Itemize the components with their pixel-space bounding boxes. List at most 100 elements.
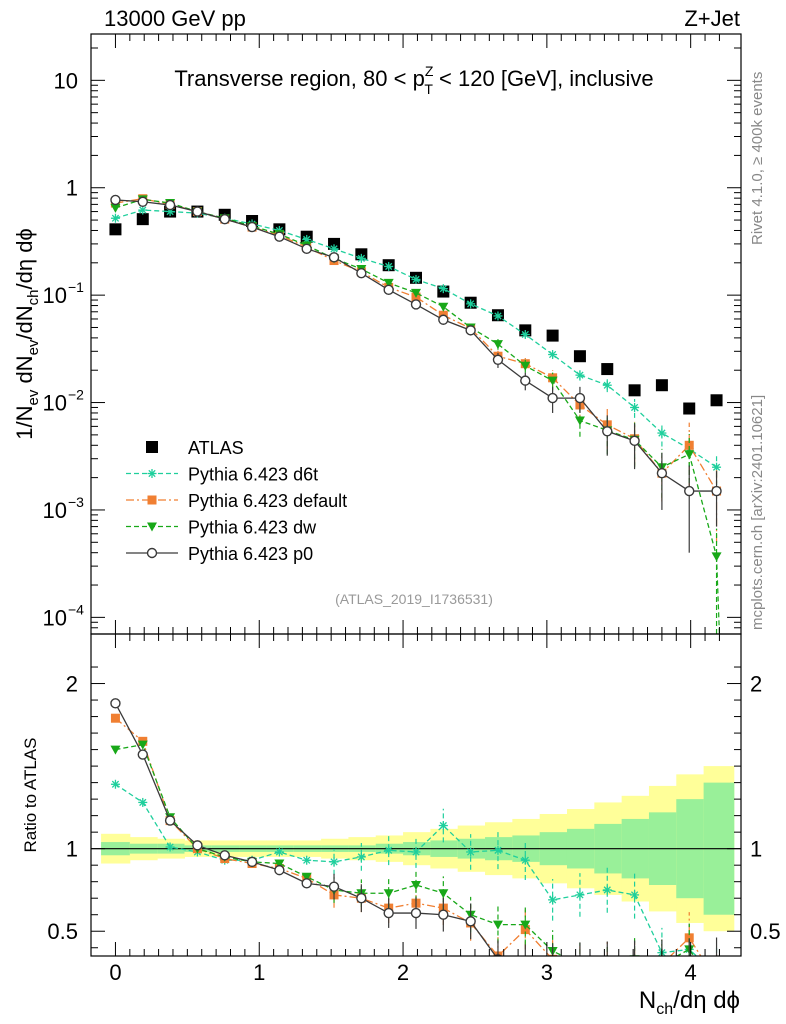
- data-point: [574, 416, 585, 426]
- ratio-point: [657, 960, 667, 969]
- ratio-y-tick-label: 0.5: [47, 919, 78, 944]
- ratio-point: [274, 859, 285, 869]
- data-point: [683, 402, 696, 415]
- data-point: [492, 340, 503, 350]
- data-point: [383, 278, 394, 288]
- data-point: [465, 325, 476, 336]
- ratio-point: [164, 815, 176, 826]
- data-point: [657, 428, 667, 438]
- ratio-point: [575, 960, 585, 969]
- collision-label: 13000 GeV pp: [104, 6, 246, 31]
- data-point: [684, 450, 695, 460]
- legend-marker: [147, 469, 157, 478]
- ratio-y-tick-label: 2: [66, 672, 78, 697]
- ratio-point: [602, 885, 612, 895]
- y-tick-label: 10: [43, 605, 67, 630]
- y-tick-exponent: −2: [68, 387, 84, 403]
- ratio-point: [493, 845, 503, 855]
- data-point: [411, 288, 421, 298]
- data-point: [164, 199, 176, 211]
- data-point: [573, 350, 586, 363]
- data-point: [520, 361, 531, 371]
- ratio-point: [383, 889, 394, 899]
- ratio-point: [630, 960, 639, 969]
- data-point: [574, 392, 586, 404]
- ratio-point: [410, 907, 422, 919]
- legend-marker: [146, 547, 158, 559]
- data-point: [602, 380, 612, 390]
- ratio-point: [684, 933, 694, 943]
- y-tick-exponent: −4: [68, 601, 84, 617]
- ratio-point: [356, 852, 366, 862]
- legend-marker: [147, 495, 157, 505]
- ratio-point: [438, 909, 449, 920]
- data-point: [493, 311, 503, 321]
- ratio-point: [137, 740, 148, 750]
- ratio-point: [548, 895, 558, 905]
- data-point: [383, 284, 394, 296]
- y-tick-label: 10: [43, 498, 67, 523]
- ratio-point: [438, 889, 449, 899]
- ratio-point: [137, 749, 148, 760]
- data-point: [109, 223, 122, 236]
- ratio-point: [301, 872, 312, 882]
- legend-entry: Pythia 6.423 default: [126, 491, 347, 511]
- ratio-point: [520, 920, 531, 930]
- data-point: [520, 375, 531, 386]
- data-point: [492, 354, 504, 366]
- ratio-series-pythia-6-423-p0: [110, 698, 718, 969]
- ratio-point: [246, 856, 258, 868]
- ratio-y-tick-label-right: 1: [750, 837, 762, 862]
- ratio-point: [630, 890, 640, 900]
- data-point: [356, 268, 367, 279]
- ratio-point: [356, 893, 367, 904]
- ratio-point: [274, 864, 285, 876]
- data-point: [301, 243, 312, 255]
- legend-entry: Pythia 6.423 d6t: [126, 465, 318, 485]
- ratio-point: [712, 976, 721, 985]
- ratio-point: [575, 890, 585, 900]
- legend-label: Pythia 6.423 p0: [188, 544, 313, 564]
- data-point: [328, 252, 340, 263]
- data-point: [192, 206, 203, 217]
- ratio-point: [603, 960, 612, 969]
- ratio-point: [192, 840, 203, 851]
- data-point: [137, 196, 148, 207]
- data-point: [246, 221, 258, 233]
- data-point: [410, 299, 422, 310]
- data-point: [684, 440, 694, 450]
- main-y-axis-label: 1/Nev dNev/dNch/dη dϕ: [12, 228, 42, 440]
- ratio-y-axis-label: Ratio to ATLAS: [21, 738, 40, 853]
- analysis-watermark: (ATLAS_2019_I1736531): [335, 591, 493, 607]
- data-point: [602, 426, 613, 437]
- ratio-point: [328, 881, 340, 892]
- data-point: [329, 244, 339, 254]
- ratio-point: [602, 965, 612, 974]
- data-point: [575, 370, 585, 380]
- x-tick-label: 0: [109, 960, 121, 985]
- x-axis-label: Nch/dη dϕ: [639, 987, 740, 1018]
- data-point: [630, 402, 640, 412]
- data-point: [274, 231, 285, 242]
- data-point: [710, 394, 723, 407]
- ratio-point: [219, 850, 230, 861]
- x-tick-label: 4: [685, 960, 697, 985]
- ratio-point: [383, 907, 394, 919]
- data-point: [547, 392, 558, 404]
- ratio-y-tick-label: 1: [66, 837, 78, 862]
- ratio-y-tick-label-right: 2: [750, 672, 762, 697]
- legend-entry: ATLAS: [146, 438, 244, 458]
- ratio-point: [465, 916, 476, 927]
- data-point: [411, 274, 421, 284]
- data-point: [655, 379, 668, 392]
- ratio-point: [110, 745, 121, 755]
- plot-title: Transverse region, 80 < pZ T < 120 [GeV],…: [174, 63, 653, 97]
- ratio-point: [712, 970, 721, 979]
- data-point: [328, 237, 341, 250]
- data-point: [438, 314, 449, 325]
- data-point: [546, 329, 559, 342]
- legend-label: Pythia 6.423 d6t: [188, 465, 318, 485]
- ratio-point: [630, 960, 639, 969]
- y-tick-label: 10: [54, 68, 78, 93]
